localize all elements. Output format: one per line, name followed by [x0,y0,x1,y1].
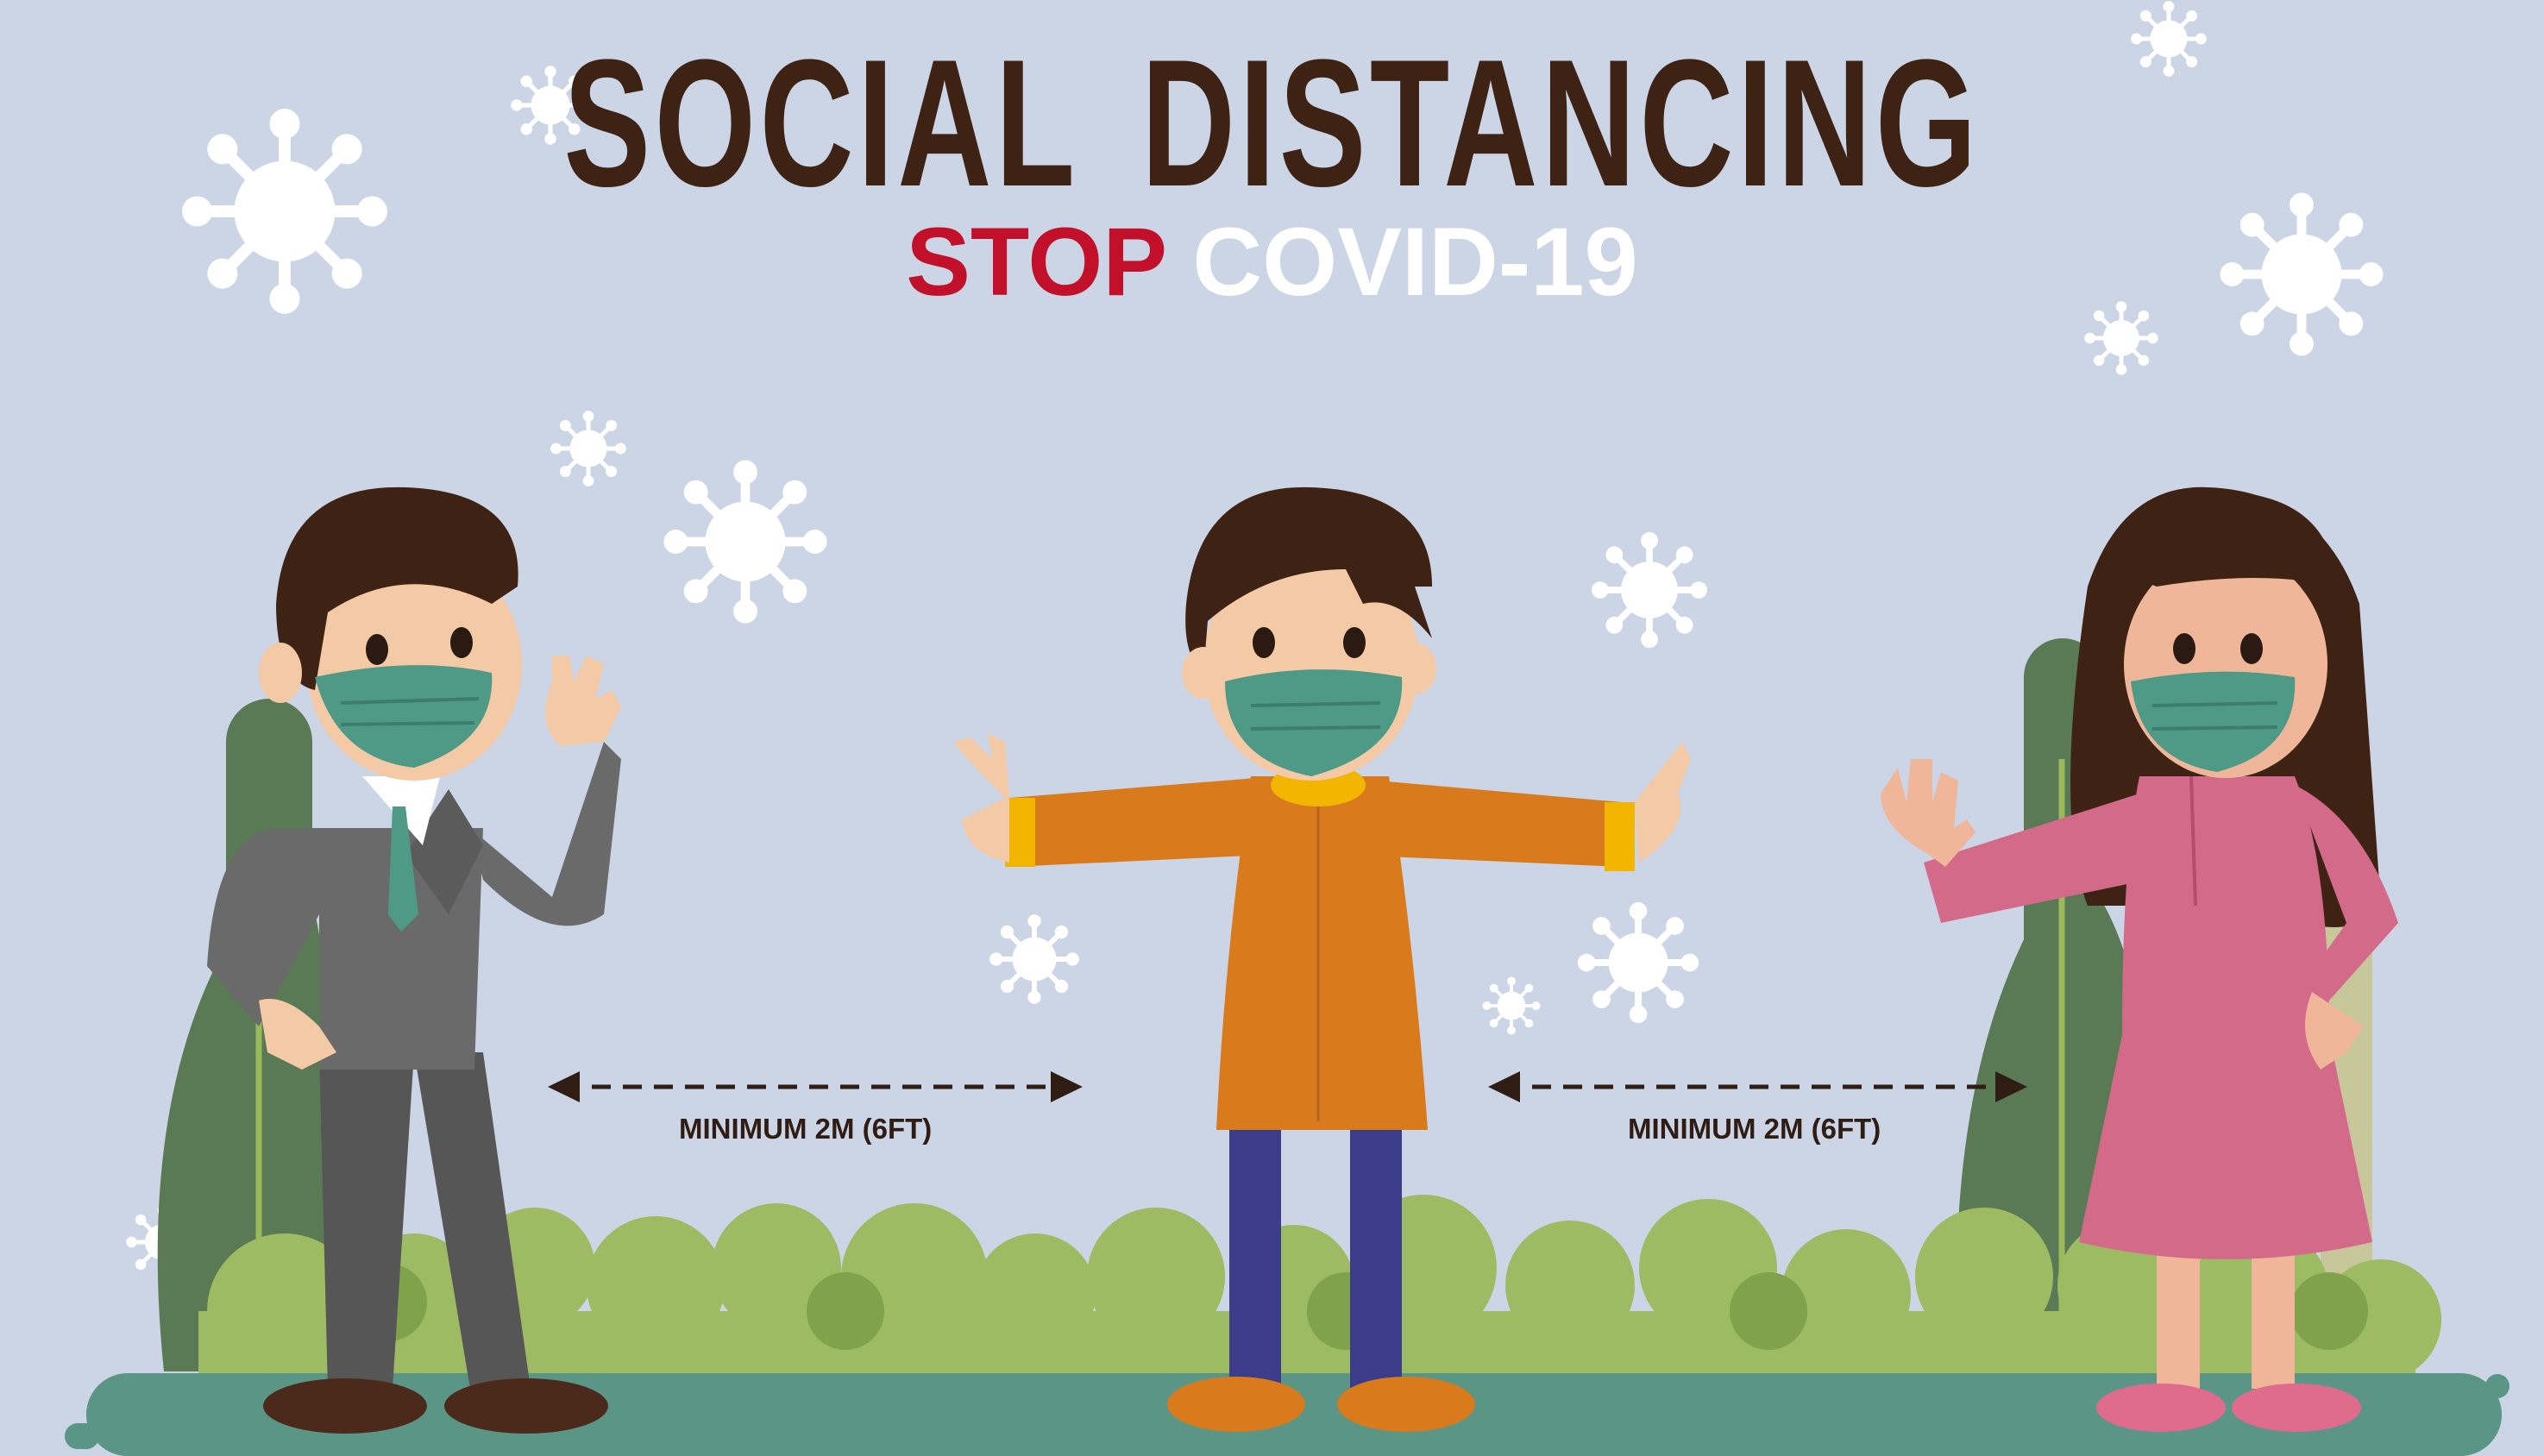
distance-arrow-right [1488,1071,2027,1102]
man-in-suit [207,486,621,1434]
subtitle: STOP COVID-19 [0,214,2544,311]
distance-label-right: MINIMUM 2M (6FT) [1628,1113,1881,1145]
bush-shadows [349,1264,2368,1350]
distance-label-left: MINIMUM 2M (6FT) [679,1113,933,1145]
page-title: SOCIAL DISTANCING [563,22,1981,224]
distance-arrow-left [548,1071,1083,1102]
woman-in-pink [1881,486,2398,1432]
subtitle-stop: STOP [906,208,1166,316]
subtitle-covid: COVID-19 [1192,208,1638,316]
man-arms-out [953,486,1691,1432]
